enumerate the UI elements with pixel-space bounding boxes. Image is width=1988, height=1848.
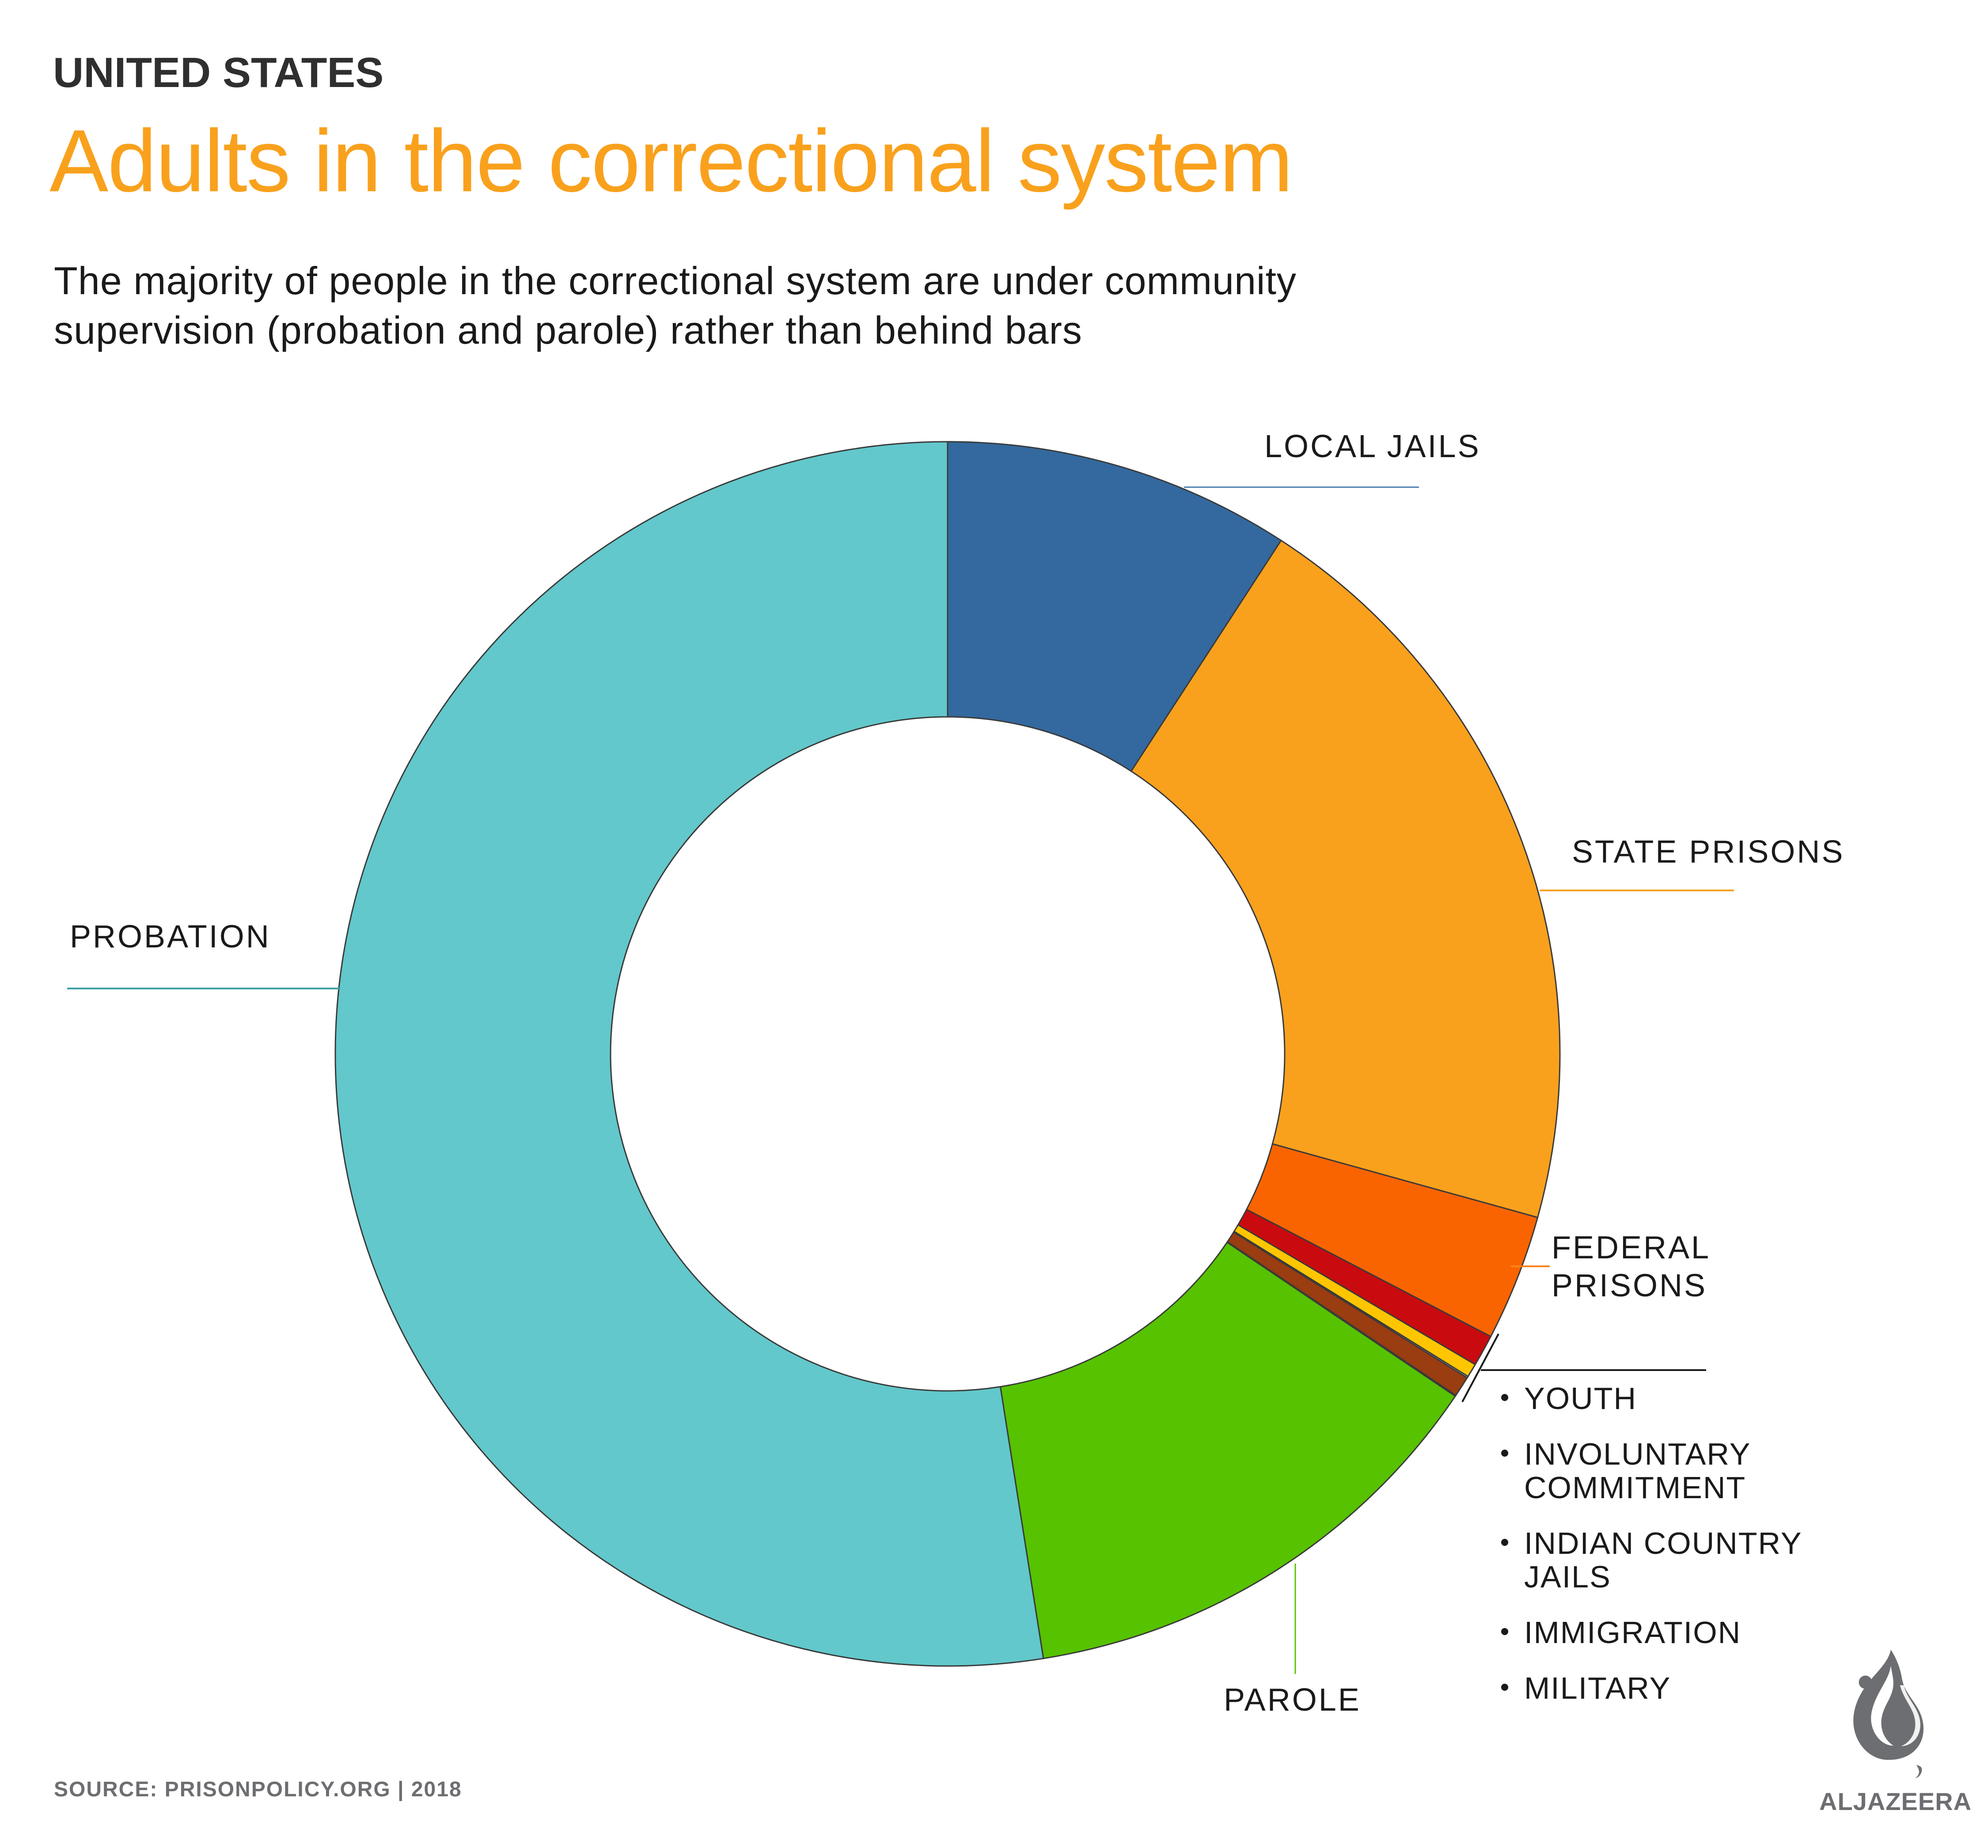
label-local-jails: LOCAL JAILS xyxy=(1264,429,1481,464)
list-item-label: INDIAN COUNTRY xyxy=(1524,1526,1802,1560)
list-item-indian-country-jails: INDIAN COUNTRY xyxy=(1501,1526,1802,1560)
bullet-dot-icon xyxy=(1501,1394,1508,1401)
aljazeera-logo-icon xyxy=(1853,1650,1924,1778)
aljazeera-wordmark: ALJAZEERA xyxy=(1819,1787,1972,1815)
wedge-state-prisons xyxy=(1130,539,1561,1219)
list-item-indian-country-jails-line2: JAILS xyxy=(1501,1560,1802,1594)
subtitle-line-1: The majority of people in the correction… xyxy=(54,259,1297,303)
label-federal-prisons-line1: FEDERAL xyxy=(1552,1230,1711,1265)
list-item-youth: YOUTH xyxy=(1501,1382,1802,1415)
subtitle: The majority of people in the correction… xyxy=(54,256,1297,355)
page-title: Adults in the correctional system xyxy=(49,112,1293,210)
donut-segments xyxy=(334,441,1561,1667)
label-probation: PROBATION xyxy=(70,919,271,954)
subtitle-line-2: supervision (probation and parole) rathe… xyxy=(54,308,1082,352)
label-federal-prisons: FEDERAL PRISONS xyxy=(1552,1229,1711,1305)
source-credit: SOURCE: PRISONPOLICY.ORG | 2018 xyxy=(54,1778,462,1801)
bullet-dot-icon xyxy=(1501,1628,1508,1635)
kicker-united-states: UNITED STATES xyxy=(53,49,384,96)
label-state-prisons: STATE PRISONS xyxy=(1572,834,1845,870)
list-item-label: JAILS xyxy=(1524,1560,1611,1594)
list-item-label: MILITARY xyxy=(1524,1671,1671,1705)
bullet-dot-icon xyxy=(1501,1539,1508,1546)
bullet-dot-icon xyxy=(1501,1450,1508,1457)
list-item-label: YOUTH xyxy=(1524,1381,1637,1416)
list-item-military: MILITARY xyxy=(1501,1671,1802,1705)
wedge-parole xyxy=(999,1241,1457,1659)
list-item-label: IMMIGRATION xyxy=(1524,1615,1741,1650)
wedge-local-jails xyxy=(947,441,1282,773)
wedge-probation xyxy=(334,441,1044,1667)
list-item-label: INVOLUNTARY xyxy=(1524,1437,1751,1471)
list-item-immigration: IMMIGRATION xyxy=(1501,1616,1802,1649)
small-categories-list: YOUTH INVOLUNTARY COMMITMENT INDIAN COUN… xyxy=(1501,1382,1802,1705)
bullet-dot-icon xyxy=(1501,1684,1508,1691)
label-parole: PAROLE xyxy=(1224,1682,1361,1718)
list-item-involuntary-commitment: INVOLUNTARY xyxy=(1501,1437,1802,1471)
list-item-label: COMMITMENT xyxy=(1524,1470,1746,1505)
label-federal-prisons-line2: PRISONS xyxy=(1552,1268,1707,1303)
list-item-involuntary-commitment-line2: COMMITMENT xyxy=(1501,1471,1802,1504)
leader-tick-small-categories xyxy=(1461,1333,1499,1402)
